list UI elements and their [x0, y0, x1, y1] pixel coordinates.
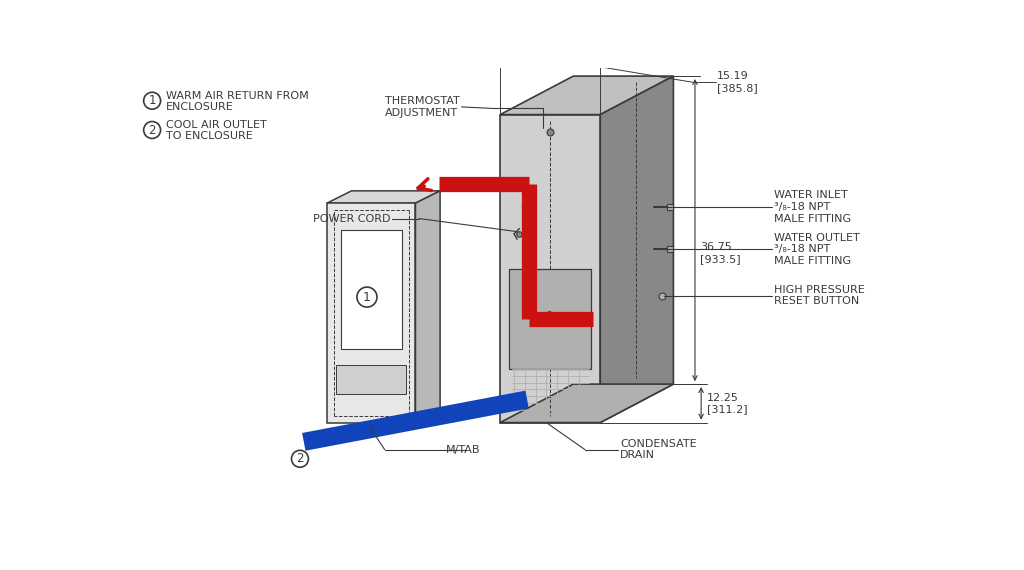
Polygon shape — [327, 203, 416, 422]
Text: WATER OUTLET
³/₈-18 NPT
MALE FITTING: WATER OUTLET ³/₈-18 NPT MALE FITTING — [774, 233, 860, 266]
Text: WARM AIR RETURN FROM: WARM AIR RETURN FROM — [166, 91, 308, 101]
Text: 2: 2 — [148, 124, 156, 136]
Polygon shape — [600, 76, 674, 422]
Polygon shape — [500, 384, 674, 422]
Text: HIGH PRESSURE
RESET BUTTON: HIGH PRESSURE RESET BUTTON — [774, 285, 865, 306]
Text: 1: 1 — [148, 94, 156, 107]
Text: 1: 1 — [364, 291, 371, 304]
Polygon shape — [327, 191, 440, 203]
Polygon shape — [500, 115, 600, 422]
Polygon shape — [336, 365, 407, 394]
Text: 12.25
[311.2]: 12.25 [311.2] — [707, 393, 748, 414]
Text: TO ENCLOSURE: TO ENCLOSURE — [166, 131, 253, 141]
Text: CONDENSATE
DRAIN: CONDENSATE DRAIN — [621, 439, 697, 461]
Polygon shape — [500, 76, 674, 115]
Text: ENCLOSURE: ENCLOSURE — [166, 102, 233, 112]
Text: THERMOSTAT
ADJUSTMENT: THERMOSTAT ADJUSTMENT — [385, 96, 460, 117]
Polygon shape — [341, 230, 401, 349]
Polygon shape — [416, 191, 440, 422]
Text: COOL AIR OUTLET: COOL AIR OUTLET — [166, 120, 266, 131]
Text: POWER CORD: POWER CORD — [312, 214, 390, 223]
Polygon shape — [509, 268, 591, 369]
Text: WATER INLET
³/₈-18 NPT
MALE FITTING: WATER INLET ³/₈-18 NPT MALE FITTING — [774, 190, 851, 223]
Text: M/TAB: M/TAB — [445, 445, 480, 454]
Text: 15.19
[385.8]: 15.19 [385.8] — [717, 71, 758, 93]
Text: 2: 2 — [296, 452, 304, 465]
Text: 36.75
[933.5]: 36.75 [933.5] — [700, 242, 741, 264]
